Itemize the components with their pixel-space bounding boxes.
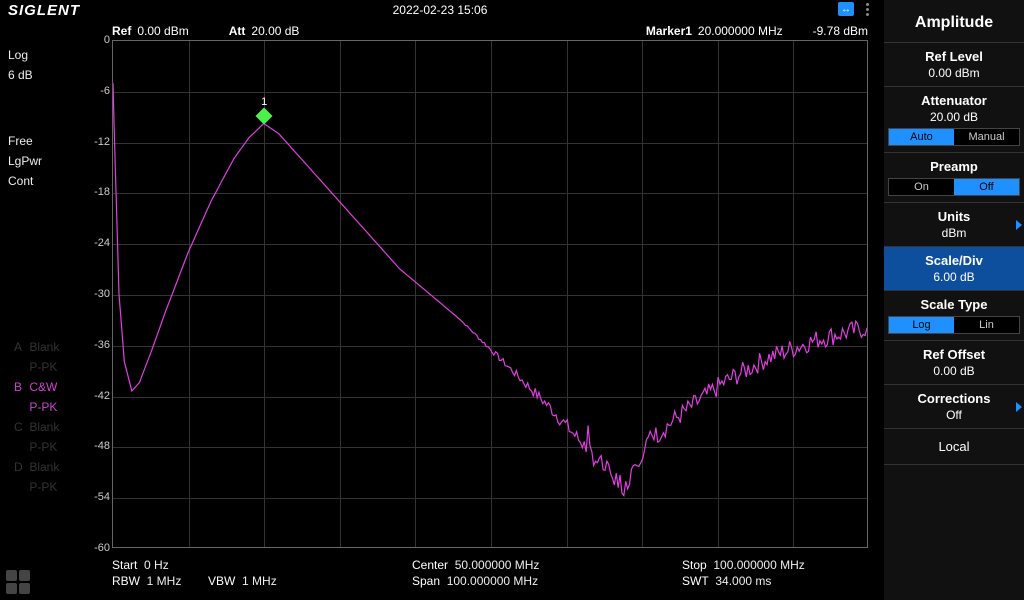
scale-div-label: Scale/Div bbox=[884, 253, 1024, 268]
menu-dots-icon[interactable] bbox=[860, 2, 874, 16]
vbw-label: VBW bbox=[208, 574, 235, 588]
scale-type-log[interactable]: Log bbox=[889, 317, 954, 333]
ref-offset-label: Ref Offset bbox=[884, 347, 1024, 362]
y-tick-label: 0 bbox=[80, 34, 110, 46]
y-tick-label: -42 bbox=[80, 390, 110, 402]
swt-value: 34.000 ms bbox=[715, 574, 771, 588]
attenuator-manual[interactable]: Manual bbox=[954, 129, 1019, 145]
trace-entry[interactable]: A Blank bbox=[14, 340, 59, 358]
menu-local[interactable]: Local bbox=[884, 428, 1024, 465]
center-label: Center bbox=[412, 558, 448, 572]
attenuator-toggle[interactable]: Auto Manual bbox=[888, 128, 1020, 146]
start-label: Start bbox=[112, 558, 137, 572]
trace-detector: P-PK bbox=[14, 360, 59, 378]
ref-level-label: Ref Level bbox=[884, 49, 1024, 64]
logo: SIGLENT bbox=[0, 2, 80, 19]
corrections-label: Corrections bbox=[884, 391, 1024, 406]
preamp-on[interactable]: On bbox=[889, 179, 954, 195]
view-grid-icon[interactable] bbox=[6, 570, 30, 594]
y-tick-label: -18 bbox=[80, 186, 110, 198]
stop-value: 100.000000 MHz bbox=[713, 558, 804, 572]
rbw-label: RBW bbox=[112, 574, 140, 588]
corrections-value: Off bbox=[884, 408, 1024, 422]
y-tick-label: -60 bbox=[80, 542, 110, 554]
marker-number: 1 bbox=[258, 96, 270, 108]
ref-offset-value: 0.00 dB bbox=[884, 364, 1024, 378]
span-label: Span bbox=[412, 574, 440, 588]
vbw-value: 1 MHz bbox=[242, 574, 277, 588]
yscale-mode: Log bbox=[8, 48, 98, 62]
local-label: Local bbox=[884, 435, 1024, 458]
marker-diamond-icon bbox=[256, 107, 273, 124]
scale-div-value: 6.00 dB bbox=[884, 270, 1024, 284]
menu-ref-level[interactable]: Ref Level 0.00 dBm bbox=[884, 42, 1024, 86]
y-tick-label: -48 bbox=[80, 440, 110, 452]
start-value: 0 Hz bbox=[144, 558, 169, 572]
y-tick-label: -6 bbox=[80, 85, 110, 97]
y-tick-label: -12 bbox=[80, 136, 110, 148]
marker-freq: 20.000000 MHz bbox=[698, 24, 783, 38]
attenuator-label: Attenuator bbox=[884, 93, 1024, 108]
center-value: 50.000000 MHz bbox=[455, 558, 540, 572]
menu-units[interactable]: Units dBm bbox=[884, 202, 1024, 246]
ref-label: Ref bbox=[112, 24, 131, 38]
left-status: Log 6 dB Free LgPwr Cont bbox=[8, 48, 98, 194]
y-tick-label: -36 bbox=[80, 339, 110, 351]
usb-icon: ↔ bbox=[838, 2, 854, 16]
trace-entry[interactable]: C Blank bbox=[14, 420, 59, 438]
marker-amp: -9.78 dBm bbox=[813, 24, 868, 38]
menu-corrections[interactable]: Corrections Off bbox=[884, 384, 1024, 428]
preamp-off[interactable]: Off bbox=[954, 179, 1019, 195]
footer-readout: Start 0 Hz Center 50.000000 MHz Stop 100… bbox=[112, 558, 868, 590]
attenuator-auto[interactable]: Auto bbox=[889, 129, 954, 145]
units-label: Units bbox=[884, 209, 1024, 224]
plot-area[interactable]: 1 bbox=[112, 40, 868, 548]
trace-entry[interactable]: D Blank bbox=[14, 460, 59, 478]
y-tick-label: -30 bbox=[80, 288, 110, 300]
trace-list: A Blank P-PK B C&W P-PK C Blank P-PK D Blan… bbox=[14, 340, 59, 500]
units-value: dBm bbox=[884, 226, 1024, 240]
preamp-label: Preamp bbox=[884, 159, 1024, 174]
menu-scale-type[interactable]: Scale Type Log Lin bbox=[884, 290, 1024, 340]
swt-label: SWT bbox=[682, 574, 709, 588]
timestamp: 2022-02-23 15:06 bbox=[393, 3, 488, 17]
trace-detector: P-PK bbox=[14, 480, 59, 498]
ref-value: 0.00 dBm bbox=[137, 24, 188, 38]
attenuator-value: 20.00 dB bbox=[884, 110, 1024, 124]
menu-scale-div[interactable]: Scale/Div 6.00 dB bbox=[884, 246, 1024, 290]
rbw-value: 1 MHz bbox=[147, 574, 182, 588]
ref-level-value: 0.00 dBm bbox=[884, 66, 1024, 80]
span-value: 100.000000 MHz bbox=[447, 574, 538, 588]
detector-mode: LgPwr bbox=[8, 154, 98, 168]
chevron-right-icon bbox=[1016, 402, 1022, 412]
stop-label: Stop bbox=[682, 558, 707, 572]
att-label: Att bbox=[229, 24, 246, 38]
trace-detector: P-PK bbox=[14, 440, 59, 458]
menu-attenuator[interactable]: Attenuator 20.00 dB Auto Manual bbox=[884, 86, 1024, 152]
y-tick-label: -54 bbox=[80, 491, 110, 503]
scale-type-toggle[interactable]: Log Lin bbox=[888, 316, 1020, 334]
menu-ref-offset[interactable]: Ref Offset 0.00 dB bbox=[884, 340, 1024, 384]
panel-title: Amplitude bbox=[884, 0, 1024, 42]
scale-div: 6 dB bbox=[8, 68, 98, 82]
chevron-right-icon bbox=[1016, 220, 1022, 230]
marker-label: Marker1 bbox=[646, 24, 692, 38]
scale-type-label: Scale Type bbox=[884, 297, 1024, 312]
trace-detector: P-PK bbox=[14, 400, 59, 418]
att-value: 20.00 dB bbox=[251, 24, 299, 38]
y-tick-label: -24 bbox=[80, 237, 110, 249]
trace-entry[interactable]: B C&W bbox=[14, 380, 59, 398]
header-readout: Ref 0.00 dBm Att 20.00 dB Marker1 20.000… bbox=[112, 22, 868, 40]
preamp-toggle[interactable]: On Off bbox=[888, 178, 1020, 196]
scale-type-lin[interactable]: Lin bbox=[954, 317, 1019, 333]
menu-preamp[interactable]: Preamp On Off bbox=[884, 152, 1024, 202]
marker-1[interactable]: 1 bbox=[258, 96, 270, 122]
right-panel: Amplitude Ref Level 0.00 dBm Attenuator … bbox=[884, 0, 1024, 600]
